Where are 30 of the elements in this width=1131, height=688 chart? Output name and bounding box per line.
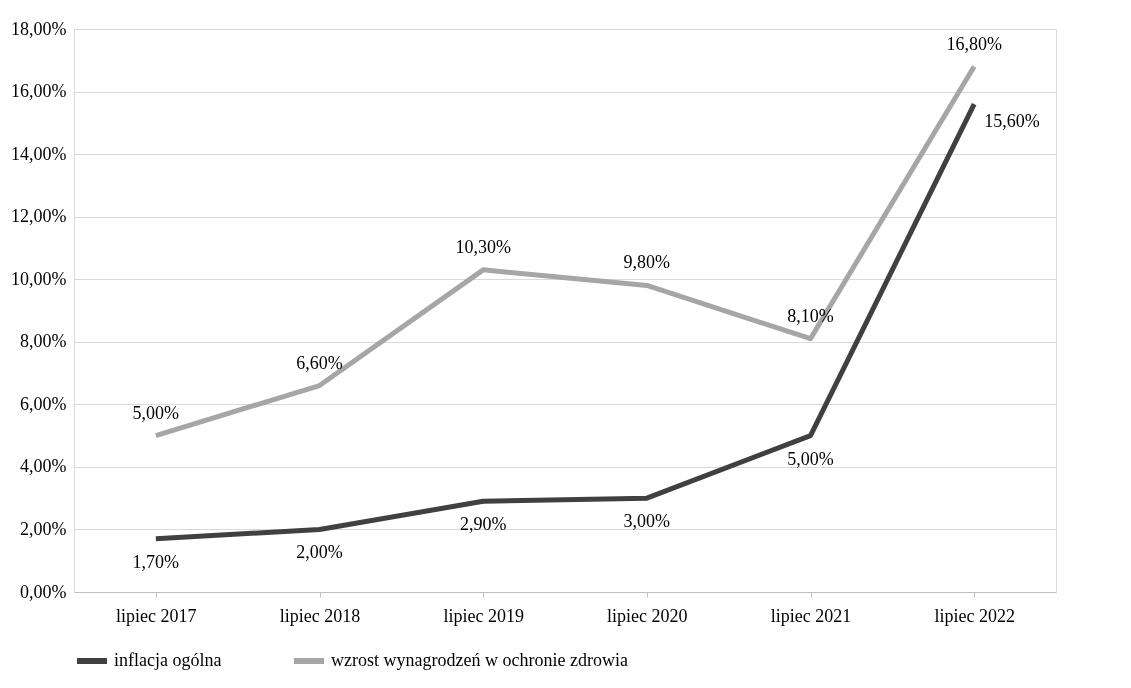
data-label: 1,70% xyxy=(132,551,180,572)
data-label: 15,60% xyxy=(984,111,1040,132)
y-tick-label: 14,00% xyxy=(11,143,67,164)
y-tick-label: 16,00% xyxy=(11,81,67,102)
x-tick-label: lipiec 2019 xyxy=(443,605,524,626)
x-tick-label: lipiec 2018 xyxy=(279,605,361,626)
data-label: 5,00% xyxy=(787,448,834,469)
x-tick-label: lipiec 2017 xyxy=(116,605,197,626)
data-label: 3,00% xyxy=(623,511,671,532)
data-label: 5,00% xyxy=(132,402,180,423)
data-label: 8,10% xyxy=(787,305,834,326)
x-tick-label: lipiec 2021 xyxy=(770,605,852,626)
x-tick-label: lipiec 2020 xyxy=(607,605,688,626)
y-tick-label: 12,00% xyxy=(11,206,67,227)
data-label: 2,90% xyxy=(459,514,507,535)
data-label: 2,00% xyxy=(296,542,343,563)
legend-label: wzrost wynagrodzeń w ochronie zdrowia xyxy=(331,650,628,670)
y-tick-label: 18,00% xyxy=(11,18,67,39)
y-tick-label: 4,00% xyxy=(20,456,67,477)
data-label: 9,80% xyxy=(623,252,671,273)
data-label: 10,30% xyxy=(455,236,511,257)
y-tick-label: 0,00% xyxy=(20,581,67,602)
legend-label: inflacja ogólna xyxy=(114,650,222,670)
data-label: 6,60% xyxy=(296,352,343,373)
data-label: 16,80% xyxy=(946,33,1002,54)
y-tick-label: 2,00% xyxy=(20,518,67,539)
x-tick-label: lipiec 2022 xyxy=(934,605,1015,626)
y-tick-label: 10,00% xyxy=(11,268,67,289)
y-tick-label: 6,00% xyxy=(20,393,67,414)
y-tick-label: 8,00% xyxy=(20,331,67,352)
